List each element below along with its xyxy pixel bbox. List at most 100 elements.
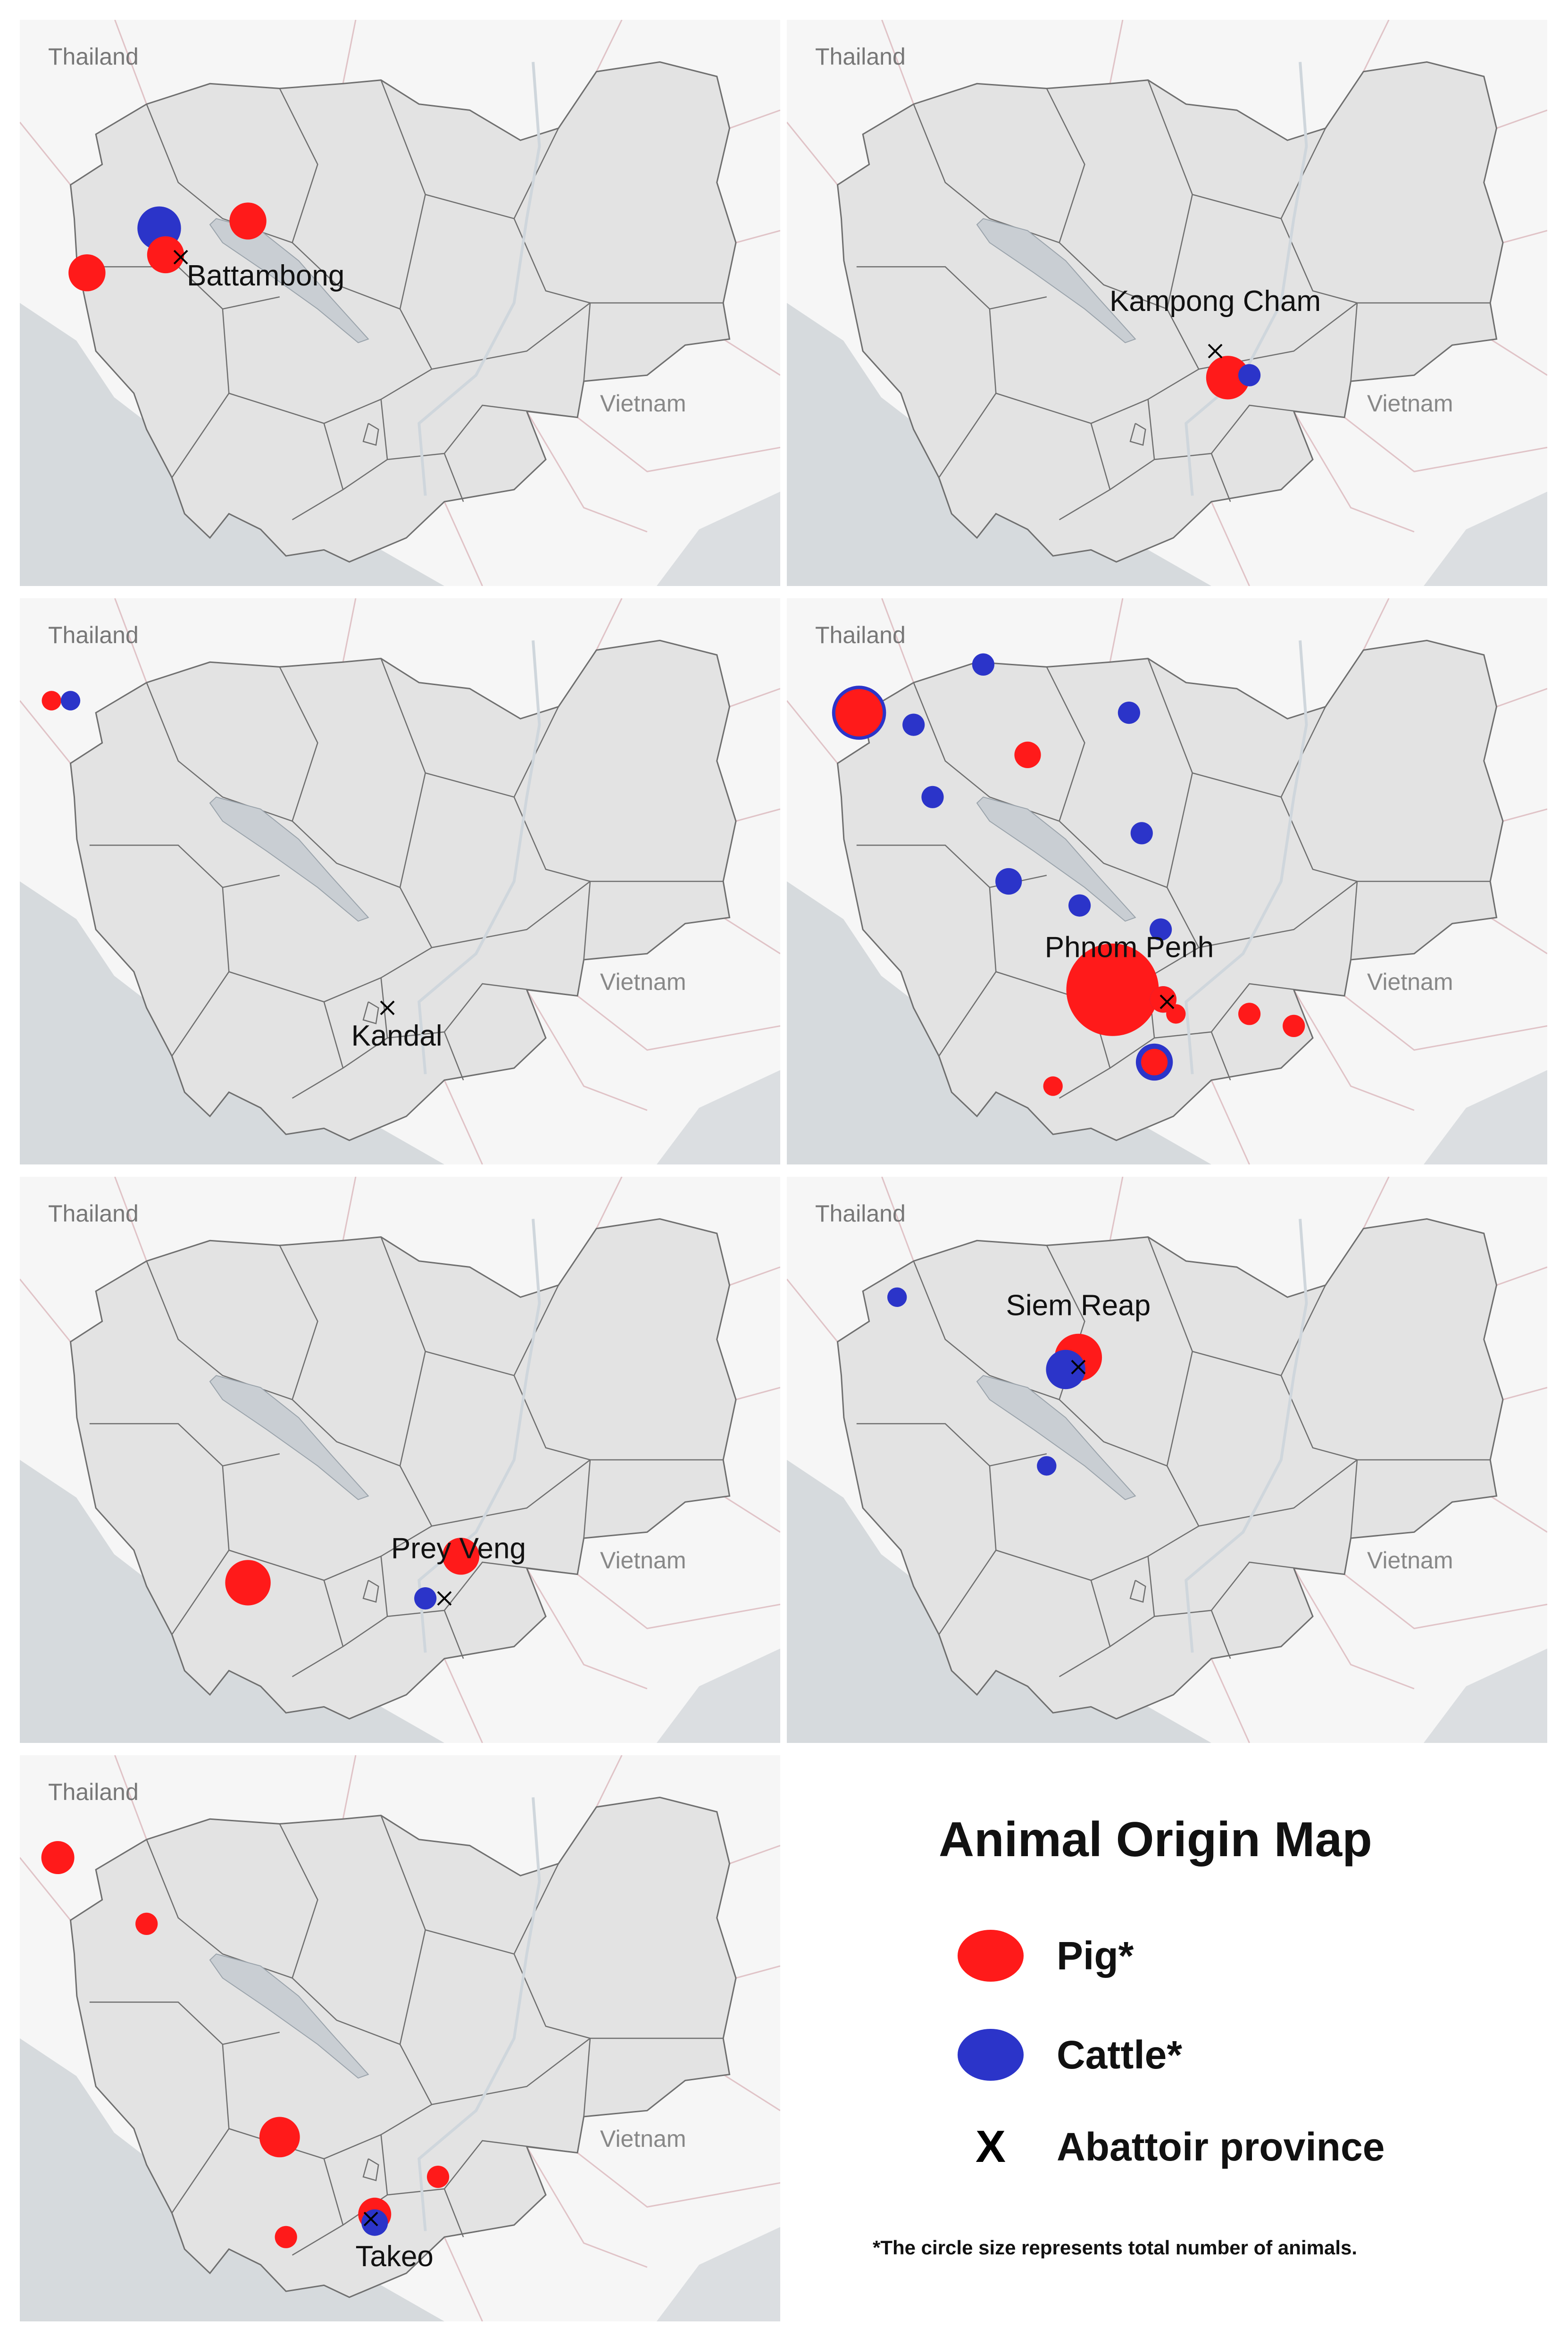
province-border <box>1046 88 1168 310</box>
province-border <box>1154 1031 1231 1080</box>
tonle-sap-lake <box>976 218 1136 343</box>
abattoir-x-icon <box>437 1591 452 1606</box>
country-label-vietnam: Vietnam <box>1367 390 1453 417</box>
map-panel: Thailand Vietnam Phnom Penh <box>787 598 1547 1164</box>
province-border <box>380 1237 559 1376</box>
province-border <box>513 1375 591 1461</box>
neighbor-border <box>342 20 357 84</box>
map-panel: Thailand Vietnam Siem Reap <box>787 1177 1547 1743</box>
neighbor-border <box>596 1755 623 1808</box>
neighbor-border <box>729 1266 780 1286</box>
pig-origin-point <box>135 1912 158 1935</box>
abattoir-label: Takeo <box>355 2240 433 2273</box>
sea-area <box>1424 492 1547 586</box>
abattoir-x-icon <box>173 250 188 265</box>
cambodia-outline <box>836 61 1504 563</box>
tonle-sap-lake <box>209 796 369 922</box>
pig-origin-point <box>275 2226 297 2248</box>
pig-origin-point <box>68 254 106 292</box>
province-border <box>89 1423 280 1467</box>
mekong-river <box>1184 62 1308 496</box>
neighbor-border <box>1502 230 1547 243</box>
neighbor-border <box>1496 1266 1547 1286</box>
province-border <box>1147 658 1326 798</box>
province-border <box>228 971 344 1099</box>
cambodia-outline <box>836 1218 1504 1720</box>
neighbor-border <box>526 411 648 533</box>
province-border <box>399 194 724 370</box>
abattoir-label: Phnom Penh <box>1045 931 1214 963</box>
neighbor-border <box>443 2236 483 2321</box>
neighbor-border <box>881 598 915 683</box>
province-border <box>444 1561 578 1611</box>
province-border <box>995 971 1111 1099</box>
map-svg: Thailand Vietnam Phnom Penh <box>787 598 1547 1164</box>
province-border <box>1129 1580 1146 1603</box>
cattle-origin-point <box>1037 1456 1057 1476</box>
cattle-origin-point <box>60 691 81 711</box>
pig-origin-point <box>1014 741 1041 768</box>
cattle-swatch-icon <box>958 2029 1024 2081</box>
legend-title: Animal Origin Map <box>939 1812 1372 1867</box>
legend-label-abattoir: Abattoir province <box>1057 2124 1385 2169</box>
province-border <box>279 1245 400 1466</box>
province-border <box>380 1815 559 1955</box>
abattoir-label: Kandal <box>351 1020 442 1052</box>
province-border <box>362 1580 379 1603</box>
country-label-vietnam: Vietnam <box>1367 969 1453 995</box>
tonle-sap-lake <box>209 1375 369 1500</box>
province-border <box>1280 1375 1358 1461</box>
sea-area <box>20 2038 444 2321</box>
neighbor-border <box>1496 109 1547 129</box>
province-border <box>583 881 591 960</box>
neighbor-border <box>735 1965 780 1979</box>
cattle-origin-point <box>921 786 944 808</box>
legend-item-pig: Pig* <box>958 1925 1134 1986</box>
province-border <box>1166 772 1491 948</box>
province-border <box>228 1549 344 1677</box>
neighbor-border <box>1109 598 1124 662</box>
cattle-origin-point <box>1150 918 1172 941</box>
neighbor-border <box>1496 688 1547 708</box>
mekong-river <box>1184 640 1308 1074</box>
abattoir-x-icon: X <box>975 2121 1006 2172</box>
legend-item-cattle: Cattle* <box>958 2024 1182 2085</box>
neighbor-border <box>342 1177 357 1241</box>
neighbor-border <box>1490 1495 1547 1533</box>
sea-area <box>787 1460 1211 1743</box>
neighbor-border <box>1210 1080 1250 1164</box>
abattoir-x-icon <box>380 1000 395 1015</box>
country-label-thailand: Thailand <box>48 622 139 648</box>
abattoir-x-icon <box>1208 343 1223 359</box>
country-label-vietnam: Vietnam <box>600 1547 686 1574</box>
neighbor-border <box>787 700 838 764</box>
province-border <box>399 1929 724 2105</box>
province-border <box>1211 1561 1345 1611</box>
province-border <box>387 1031 464 1080</box>
neighbor-border <box>1344 417 1547 472</box>
cattle-origin-point <box>902 713 925 736</box>
pig-origin-point <box>1066 943 1159 1036</box>
country-label-vietnam: Vietnam <box>600 969 686 995</box>
province-border <box>1211 983 1345 1032</box>
pig-origin-point <box>1238 1003 1261 1025</box>
neighbor-border <box>577 417 780 472</box>
pig-origin-point <box>1283 1014 1305 1037</box>
province-border <box>583 1459 591 1539</box>
sea-area <box>657 2227 780 2321</box>
map-panel: Thailand Vietnam Kandal <box>20 598 780 1164</box>
neighbor-border <box>526 1568 648 1690</box>
neighbor-border <box>1344 1574 1547 1629</box>
pig-origin-point <box>42 691 61 711</box>
tonle-sap-lake <box>976 1375 1136 1500</box>
neighbor-border <box>443 1658 483 1743</box>
sea-area <box>657 1649 780 1743</box>
neighbor-border <box>596 598 623 651</box>
abattoir-label: Battambong <box>187 260 344 292</box>
sea-area <box>20 881 444 1164</box>
province-border <box>279 88 400 310</box>
legend-label-pig: Pig* <box>1057 1933 1134 1978</box>
province-border <box>362 2158 379 2181</box>
neighbor-border <box>729 109 780 129</box>
neighbor-border <box>577 1574 780 1629</box>
